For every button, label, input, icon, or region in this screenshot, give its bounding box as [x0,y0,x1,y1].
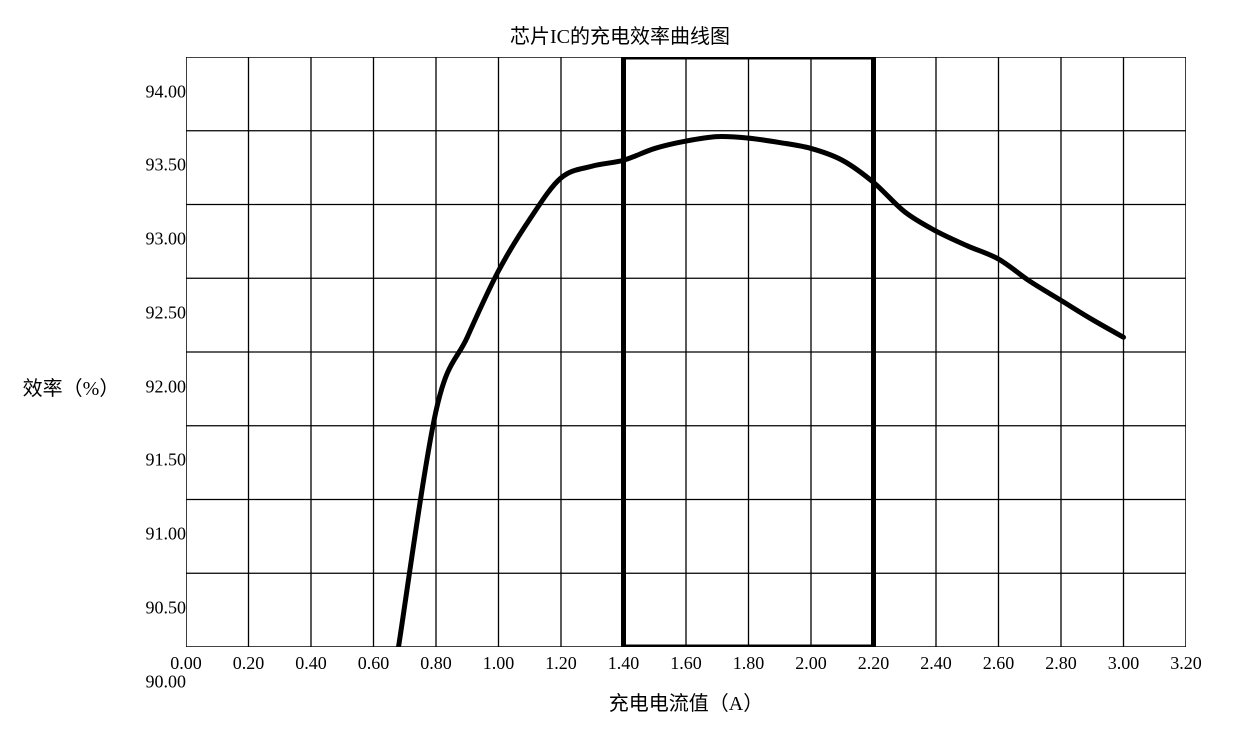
x-tick-label: 0.80 [420,653,452,674]
x-axis-label: 充电电流值（A） [186,687,1186,716]
plot-cell: 0.000.200.400.600.801.001.201.401.601.80… [186,57,1186,716]
x-tick-label: 2.60 [983,653,1015,674]
x-tick-label: 0.00 [170,653,202,674]
plot-area [186,57,1186,647]
x-tick-label: 1.00 [483,653,515,674]
ytick-column: 94.0093.5093.0092.5092.0091.5091.0090.50… [130,92,186,682]
x-tick-label: 2.80 [1045,653,1077,674]
x-tick-label: 1.80 [733,653,765,674]
y-tick-label: 90.00 [146,671,187,692]
x-tick-label: 3.20 [1170,653,1202,674]
chart-container: 芯片IC的充电效率曲线图 效率（%） 94.00 93.50 93.00 92.50 9… [20,20,1220,716]
x-tick-label: 0.20 [233,653,265,674]
y-tick-label: 91.50 [146,450,187,471]
x-tick-label: 1.60 [670,653,702,674]
y-tick-label: 93.00 [146,229,187,250]
y-tick-label: 92.50 [146,302,187,323]
x-tick-label: 1.40 [608,653,640,674]
x-tick-label: 0.60 [358,653,390,674]
x-tick-label: 2.40 [920,653,952,674]
y-tick-label: 90.50 [146,597,187,618]
x-tick-label: 2.00 [795,653,827,674]
y-axis-label: 效率（%） [20,372,130,401]
y-tick-label: 93.50 [146,155,187,176]
chart-title: 芯片IC的充电效率曲线图 [20,20,1220,49]
x-tick-label: 3.00 [1108,653,1140,674]
y-tick-label: 94.00 [146,81,187,102]
y-tick-label: 92.00 [146,376,187,397]
plot-row: 效率（%） 94.00 93.50 93.00 92.50 92.00 91.50 91.0… [20,57,1220,716]
y-tick-label: 91.00 [146,524,187,545]
x-tick-label: 0.40 [295,653,327,674]
x-tick-label: 1.20 [545,653,577,674]
xtick-row: 0.000.200.400.600.801.001.201.401.601.80… [186,653,1186,677]
efficiency-line-chart [186,57,1186,647]
x-tick-label: 2.20 [858,653,890,674]
